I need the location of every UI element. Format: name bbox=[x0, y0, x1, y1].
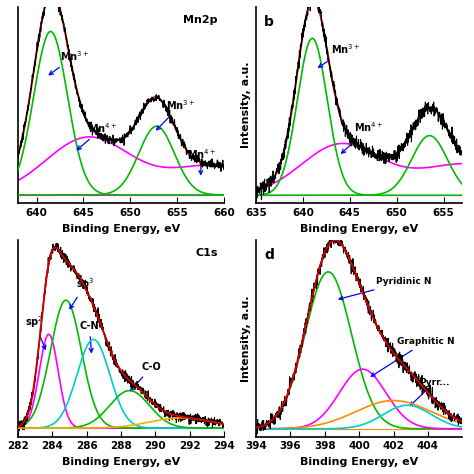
Text: b: b bbox=[264, 15, 274, 29]
Text: Mn$^{3+}$: Mn$^{3+}$ bbox=[49, 49, 89, 75]
Y-axis label: Intensity, a.u.: Intensity, a.u. bbox=[240, 62, 250, 148]
Text: Graphitic N: Graphitic N bbox=[371, 337, 455, 376]
Text: C-N: C-N bbox=[80, 321, 100, 352]
Text: Mn$^{4+}$: Mn$^{4+}$ bbox=[187, 147, 216, 174]
Text: Mn$^{3+}$: Mn$^{3+}$ bbox=[319, 42, 360, 67]
Text: Mn$^{4+}$: Mn$^{4+}$ bbox=[77, 121, 118, 150]
Y-axis label: Intensity, a.u.: Intensity, a.u. bbox=[240, 295, 250, 382]
X-axis label: Binding Energy, eV: Binding Energy, eV bbox=[62, 224, 180, 234]
Text: C1s: C1s bbox=[195, 248, 218, 258]
X-axis label: Binding Energy, eV: Binding Energy, eV bbox=[300, 457, 419, 467]
Text: Mn2p: Mn2p bbox=[183, 15, 218, 25]
X-axis label: Binding Energy, eV: Binding Energy, eV bbox=[62, 457, 180, 467]
X-axis label: Binding Energy, eV: Binding Energy, eV bbox=[300, 224, 419, 234]
Text: sp$^{3}$: sp$^{3}$ bbox=[70, 276, 95, 309]
Text: C-O: C-O bbox=[130, 362, 161, 391]
Text: sp$^{2}$: sp$^{2}$ bbox=[25, 314, 46, 349]
Text: d: d bbox=[264, 248, 274, 262]
Text: Mn$^{4+}$: Mn$^{4+}$ bbox=[342, 121, 384, 153]
Text: Pyridinic N: Pyridinic N bbox=[339, 277, 432, 300]
Text: Pyrr...: Pyrr... bbox=[410, 378, 450, 406]
Text: Mn$^{3+}$: Mn$^{3+}$ bbox=[157, 98, 195, 130]
